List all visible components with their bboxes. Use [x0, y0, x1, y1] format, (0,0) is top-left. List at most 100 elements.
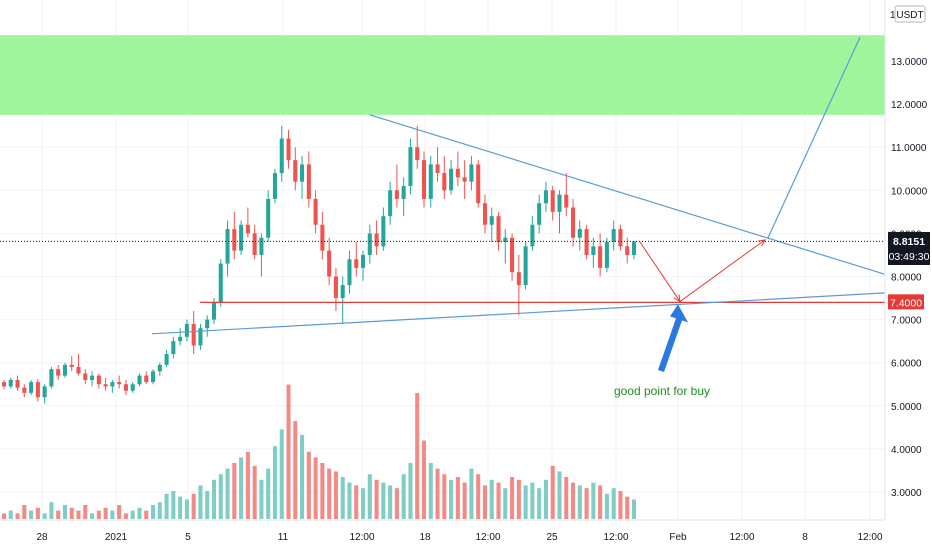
y-tick-label: 1 [890, 10, 896, 21]
candle-body [184, 323, 189, 337]
y-tick-label: 7.0000 [891, 316, 922, 327]
x-tick-label: 12:00 [475, 532, 500, 543]
volume-bar [151, 505, 156, 519]
y-tick-label: 4.0000 [891, 445, 922, 456]
currency-badge[interactable]: USDT [896, 10, 923, 21]
volume-bar [184, 499, 189, 519]
candle-body [530, 224, 535, 247]
x-tick-label: 12:00 [857, 532, 882, 543]
candle-body [1, 382, 7, 387]
x-tick-label: 12:00 [603, 532, 628, 543]
candle-body [96, 375, 101, 385]
descending-trendline [369, 114, 886, 275]
volume-bar [584, 488, 589, 519]
x-axis[interactable]: 28 2021 5 11 12:00 18 12:00 25 12:00 Feb 12:00 8 12:… [36, 532, 883, 543]
x-tick-label: 8 [802, 532, 808, 543]
volume-bar [631, 499, 637, 519]
y-tick-label: 3.0000 [891, 488, 922, 499]
volume-bar [543, 479, 548, 519]
candle-body [388, 190, 393, 217]
candle-body [482, 203, 487, 225]
candle-body [421, 160, 427, 199]
candle-body [510, 237, 515, 273]
candle-body [117, 382, 122, 385]
candle-body [455, 168, 460, 178]
resistance-zone [0, 35, 885, 115]
volume-bar [421, 440, 427, 519]
volume-bar [211, 479, 217, 519]
volume-bar [557, 471, 562, 519]
volume-bar [293, 421, 298, 519]
projection-path [639, 37, 861, 303]
volume-bar [401, 474, 406, 519]
buy-annotation: good point for buy [614, 384, 710, 398]
candle-body [306, 164, 311, 199]
volume-bar [503, 488, 508, 519]
candle-body [123, 384, 128, 391]
volume-bar [618, 491, 623, 519]
volume-bar [239, 457, 244, 519]
volume-bar [381, 482, 386, 519]
volume-bar [476, 474, 481, 519]
x-tick-label: 12:00 [349, 532, 374, 543]
ascending-trendline [151, 292, 886, 335]
candle-body [611, 229, 616, 243]
volume-bar [232, 463, 237, 519]
volume-bar [388, 485, 393, 519]
volume-bar [76, 510, 81, 519]
candle-body [571, 207, 576, 238]
volume-bar [530, 482, 535, 519]
volume-bar [604, 493, 609, 519]
candle-body [516, 272, 521, 286]
price-label-value: 8.8151 [893, 236, 925, 248]
volume-bar [591, 482, 596, 519]
candle-body [537, 203, 542, 225]
projection-blue-path [767, 37, 861, 238]
x-tick-label: 12:00 [729, 532, 754, 543]
volume-bar [598, 485, 603, 519]
candle-body [550, 190, 555, 212]
candle-body [462, 177, 467, 182]
volume-bar [564, 477, 569, 519]
volume-bar [225, 468, 230, 519]
candle-body [564, 194, 569, 208]
candle-body [266, 198, 271, 238]
candle-body [56, 369, 61, 376]
candle-body [110, 382, 115, 387]
candle-body [239, 224, 244, 251]
candle-body [401, 185, 406, 199]
volume-bar [394, 488, 399, 519]
currency-badge-box[interactable] [894, 5, 926, 23]
candle-body [340, 285, 345, 299]
volume-bar [103, 507, 108, 519]
candle-body [144, 375, 149, 383]
volume-bar [462, 482, 467, 519]
volume-bar [550, 465, 555, 519]
candle-body [300, 164, 305, 182]
candle-body [591, 246, 596, 255]
candle-body [489, 216, 494, 225]
volume-bar [354, 485, 359, 519]
volume-bar [42, 513, 47, 519]
volume-bar [245, 451, 250, 519]
candle-body [367, 233, 372, 255]
volume-bar [611, 488, 616, 519]
candle-body [151, 371, 156, 383]
candle-body [15, 379, 20, 388]
x-tick-label: 5 [185, 532, 191, 543]
volume-bar [455, 477, 460, 519]
volume-bar [320, 463, 325, 519]
projection-arrowhead-up [758, 239, 766, 247]
candle-body [211, 302, 217, 320]
volume-bar [300, 435, 305, 519]
y-tick-label: 8.0000 [891, 273, 922, 284]
candle-body [232, 229, 237, 251]
candle-body [35, 382, 40, 398]
candle-body [503, 237, 508, 243]
x-tick-label: 11 [278, 532, 289, 543]
candle-body [442, 173, 447, 191]
volume-bar [482, 485, 487, 519]
volume-bar [69, 507, 74, 519]
